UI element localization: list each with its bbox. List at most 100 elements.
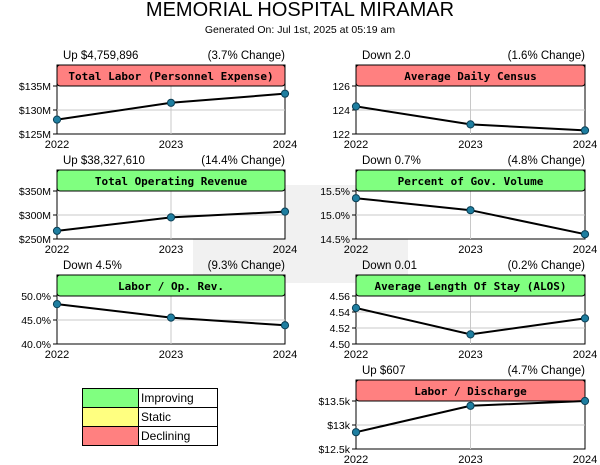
data-point	[280, 89, 290, 98]
legend-swatch-declining	[83, 427, 139, 445]
y-tick-label: $350M	[19, 186, 51, 198]
change-label: (4.7% Change)	[508, 365, 586, 377]
chart-panel: Down 2.0 (1.6% Change) 122 124 126 Average Da…	[332, 50, 597, 151]
legend-swatch-static	[83, 408, 139, 426]
data-point	[466, 401, 475, 410]
chart-panel: Up $4,759,896 (3.7% Change) $125M $130M $135…	[19, 50, 297, 151]
x-tick-label: 2023	[458, 139, 482, 151]
legend-item-static: Static	[83, 407, 217, 426]
data-point	[166, 213, 176, 222]
x-tick-label: 2024	[573, 349, 597, 361]
data-point	[580, 126, 590, 135]
x-tick-label: 2024	[573, 139, 597, 151]
chart-title-bar	[56, 169, 286, 192]
y-tick-label: $12.5k	[318, 444, 350, 456]
data-point	[580, 230, 590, 239]
x-tick-label: 2024	[273, 244, 297, 256]
x-tick-label: 2022	[45, 244, 69, 256]
x-tick-label: 2023	[458, 349, 482, 361]
y-tick-label: 14.5%	[320, 234, 350, 246]
summary-label: Down 4.5%	[63, 260, 122, 272]
legend-label-static: Static	[141, 410, 172, 424]
page-title: MEMORIAL HOSPITAL MIRAMAR	[145, 0, 455, 21]
change-label: (3.7% Change)	[208, 50, 286, 62]
chart-title: Labor / Op. Rev.	[118, 280, 224, 293]
chart-title-bar	[355, 169, 586, 192]
data-point	[280, 207, 290, 216]
change-label: (4.8% Change)	[508, 155, 586, 167]
data-point	[580, 314, 590, 323]
data-point	[351, 303, 361, 313]
legend-swatch-improving	[83, 389, 139, 407]
chart-panel: Down 0.7% (4.8% Change) 14.5% 15.0% 15.5% Per…	[320, 155, 597, 256]
legend-item-improving: Improving	[83, 389, 217, 407]
y-tick-label: 4.56	[330, 291, 351, 303]
chart-title: Total Operating Revenue	[95, 175, 248, 188]
x-tick-label: 2023	[458, 244, 482, 256]
chart-panel: Down 0.01 (0.2% Change) 4.50 4.52 4.54 4.56 Av…	[330, 260, 598, 361]
x-tick-label: 2024	[573, 244, 597, 256]
x-tick-label: 2024	[573, 454, 597, 465]
data-point	[466, 120, 475, 129]
y-tick-label: $130M	[19, 105, 51, 117]
x-tick-label: 2023	[159, 244, 183, 256]
change-label: (9.3% Change)	[208, 260, 286, 272]
y-tick-label: $13.5k	[318, 396, 350, 408]
data-point	[466, 206, 475, 215]
y-tick-label: 40.0%	[21, 339, 51, 351]
chart-title: Total Labor (Personnel Expense)	[68, 70, 273, 83]
data-point	[166, 98, 176, 107]
legend-label-declining: Declining	[141, 429, 191, 443]
data-point	[351, 194, 361, 203]
data-point	[580, 396, 590, 406]
y-tick-label: 15.0%	[320, 210, 350, 222]
data-point	[466, 330, 475, 339]
chart-title-bar	[355, 274, 586, 297]
y-tick-label: 4.54	[330, 307, 351, 319]
x-tick-label: 2023	[159, 349, 183, 361]
chart-title-bar	[355, 64, 586, 87]
y-tick-label: 15.5%	[320, 186, 350, 198]
summary-label: Up $38,327,610	[63, 155, 145, 167]
data-point	[52, 226, 62, 235]
summary-label: Down 0.01	[362, 260, 417, 272]
y-tick-label: 124	[332, 105, 350, 117]
chart-title-bar	[56, 274, 286, 297]
y-tick-label: 122	[332, 129, 350, 141]
summary-label: Down 2.0	[362, 50, 411, 62]
x-tick-label: 2022	[344, 139, 368, 151]
change-label: (1.6% Change)	[508, 50, 586, 62]
y-tick-label: $135M	[19, 81, 51, 93]
x-tick-label: 2022	[45, 139, 69, 151]
data-point	[166, 313, 176, 322]
chart-title-bar	[56, 64, 286, 87]
x-tick-label: 2022	[45, 349, 69, 361]
data-point	[351, 102, 361, 111]
summary-label: Up $4,759,896	[63, 50, 138, 62]
chart-title: Labor / Discharge	[414, 385, 527, 398]
change-label: (0.2% Change)	[508, 260, 586, 272]
x-tick-label: 2022	[344, 244, 368, 256]
x-tick-label: 2022	[344, 349, 368, 361]
y-tick-label: $125M	[19, 129, 51, 141]
chart-title: Average Length Of Stay (ALOS)	[374, 280, 566, 293]
y-tick-label: 45.0%	[21, 315, 51, 327]
chart-panel: Down 4.5% (9.3% Change) 40.0% 45.0% 50.0% Lab…	[21, 260, 297, 361]
y-tick-label: 4.50	[330, 339, 351, 351]
legend-item-declining: Declining	[83, 426, 217, 445]
data-point	[52, 300, 62, 309]
status-legend: Improving Static Declining	[82, 388, 218, 446]
y-tick-label: $250M	[19, 234, 51, 246]
y-tick-label: 4.52	[330, 323, 351, 335]
page-subtitle: Generated On: Jul 1st, 2025 at 05:19 am	[204, 24, 396, 36]
y-tick-label: 50.0%	[21, 291, 51, 303]
chart-title: Percent of Gov. Volume	[398, 175, 544, 188]
y-tick-label: $300M	[19, 210, 51, 222]
summary-label: Up $607	[362, 365, 405, 377]
data-point	[280, 321, 290, 330]
y-tick-label: $13k	[327, 420, 351, 432]
x-tick-label: 2022	[344, 454, 368, 465]
legend-label-improving: Improving	[141, 391, 194, 405]
chart-title-bar	[355, 379, 586, 402]
